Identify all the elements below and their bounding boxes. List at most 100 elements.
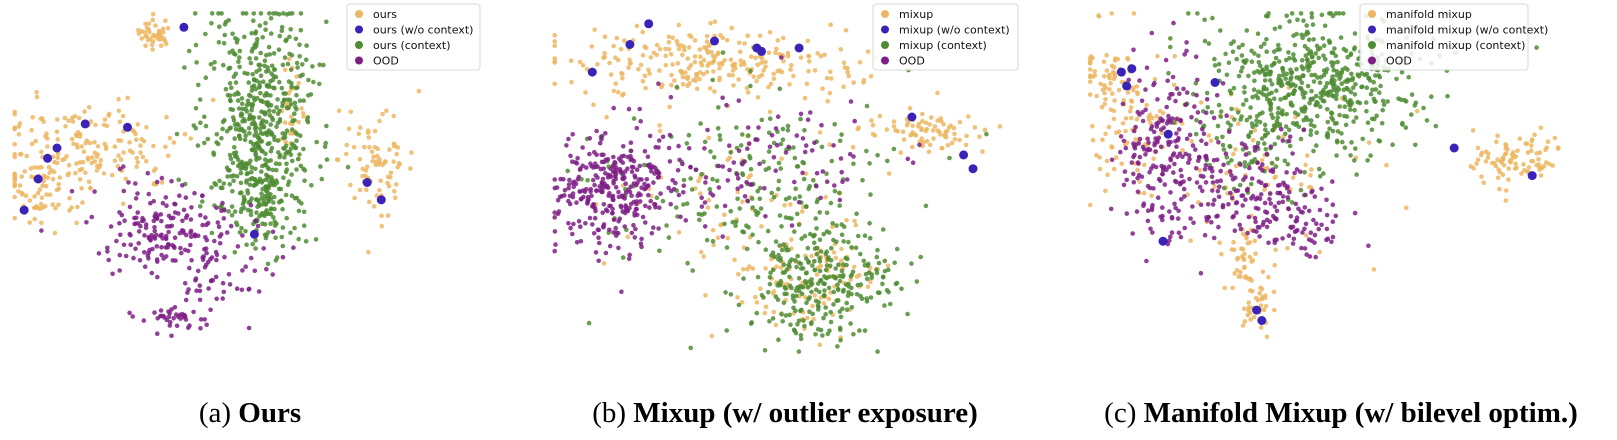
scatter-point — [141, 318, 147, 323]
scatter-point — [272, 137, 277, 143]
scatter-point — [1309, 189, 1314, 195]
scatter-point — [643, 220, 648, 225]
scatter-point — [357, 187, 363, 193]
scatter-point — [717, 66, 722, 71]
scatter-point — [1226, 60, 1232, 65]
scatter-point — [587, 151, 592, 157]
scatter-point — [875, 247, 880, 253]
scatter-point — [232, 145, 237, 150]
scatter-point — [186, 248, 191, 254]
scatter-point — [79, 166, 85, 172]
scatter-point — [620, 71, 625, 77]
scatter-point — [647, 162, 653, 167]
scatter-point — [1355, 72, 1360, 77]
scatter-point — [197, 204, 203, 209]
scatter-point — [12, 154, 17, 160]
scatter-point — [651, 180, 656, 185]
scatter-point — [16, 132, 22, 137]
scatter-point — [269, 63, 275, 69]
scatter-point — [750, 232, 755, 237]
scatter-point — [232, 209, 238, 214]
scatter-point — [1218, 28, 1223, 33]
scatter-point — [1353, 146, 1358, 151]
scatter-point — [739, 300, 745, 305]
scatter-point — [932, 124, 938, 129]
scatter-point — [202, 114, 207, 120]
scatter-point — [893, 281, 899, 287]
scatter-point — [627, 57, 632, 62]
scatter-point — [1109, 11, 1114, 16]
scatter-point-no-context — [123, 122, 132, 132]
scatter-point — [257, 62, 263, 68]
scatter-point — [322, 144, 328, 150]
scatter-point — [172, 235, 178, 240]
panel-b: mixup mixup (w/o context) mixup (context) O… — [535, 0, 1055, 385]
scatter-point — [1314, 130, 1319, 135]
scatter-point — [1331, 50, 1336, 56]
scatter-point — [1306, 37, 1312, 42]
scatter-point — [828, 319, 834, 325]
scatter-point — [758, 286, 763, 292]
scatter-point — [1288, 214, 1294, 219]
scatter-point — [393, 182, 399, 187]
scatter-point — [893, 128, 898, 133]
scatter-point — [1218, 168, 1223, 174]
scatter-point — [191, 309, 196, 315]
scatter-point — [1362, 72, 1368, 78]
scatter-point — [633, 226, 638, 232]
scatter-point — [105, 245, 110, 251]
scatter-point — [260, 186, 265, 192]
scatter-point — [373, 162, 379, 168]
scatter-point — [1312, 232, 1318, 238]
scatter-point — [817, 237, 823, 243]
scatter-point — [169, 307, 174, 312]
scatter-point — [1364, 108, 1369, 114]
scatter-point — [611, 217, 617, 223]
scatter-point — [1293, 228, 1299, 234]
scatter-point — [1269, 63, 1275, 68]
scatter-point — [757, 196, 763, 202]
scatter-point — [1170, 74, 1176, 80]
scatter-point — [891, 119, 897, 124]
caption-c-title: Manifold Mixup (w/ bilevel optim.) — [1143, 397, 1578, 429]
scatter-point — [795, 322, 800, 327]
scatter-point — [1181, 186, 1187, 192]
scatter-point — [370, 158, 375, 164]
scatter-point — [771, 71, 776, 77]
scatter-point — [1313, 102, 1318, 108]
scatter-point — [1276, 59, 1282, 64]
scatter-point — [763, 64, 768, 69]
scatter-point — [597, 141, 603, 146]
scatter-point — [1359, 84, 1364, 90]
scatter-point — [1304, 23, 1309, 28]
scatter-point — [840, 289, 846, 294]
scatter-point — [75, 204, 80, 210]
scatter-point — [159, 252, 164, 258]
scatter-point — [1317, 80, 1323, 85]
scatter-point — [599, 189, 604, 194]
scatter-point — [1414, 108, 1420, 114]
scatter-point — [1261, 86, 1267, 92]
scatter-point — [174, 323, 180, 329]
scatter-point — [1238, 69, 1244, 74]
scatter-point — [800, 170, 805, 176]
scatter-point — [716, 163, 722, 169]
scatter-point — [623, 203, 628, 208]
scatter-point — [240, 233, 245, 238]
scatter-point — [841, 60, 847, 66]
scatter-point — [672, 78, 677, 83]
scatter-point — [1121, 182, 1127, 188]
scatter-point — [798, 266, 804, 271]
scatter-point — [133, 221, 139, 226]
legend-marker — [881, 10, 889, 18]
scatter-point — [1197, 155, 1202, 160]
scatter-point — [1258, 192, 1264, 197]
scatter-point — [776, 186, 781, 192]
scatter-point — [1293, 201, 1299, 207]
scatter-point — [1274, 88, 1279, 93]
scatter-point — [253, 166, 258, 172]
scatter-point — [697, 47, 703, 52]
scatter-point — [728, 292, 734, 297]
scatter-point — [292, 111, 297, 116]
